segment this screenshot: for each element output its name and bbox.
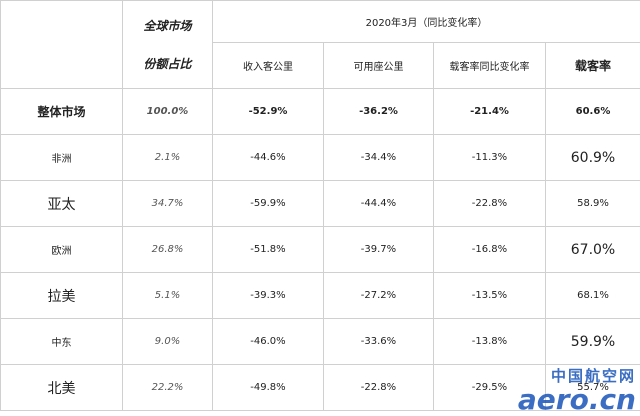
region-cell: 拉美 <box>0 272 123 319</box>
value-cell: -52.9% <box>212 88 324 135</box>
value-cell: -44.6% <box>212 134 324 181</box>
watermark-text: 中国航空网 <box>550 367 636 385</box>
column-header: 载客率 <box>545 42 640 89</box>
value-cell: -39.7% <box>323 226 434 273</box>
column-header: 可用座公里 <box>323 42 434 89</box>
value-cell: 59.9% <box>545 318 640 365</box>
value-cell: -33.6% <box>323 318 434 365</box>
value-cell: -22.8% <box>323 364 434 411</box>
value-cell: 58.9% <box>545 180 640 227</box>
value-cell: -22.8% <box>433 180 546 227</box>
region-cell: 非洲 <box>0 134 123 181</box>
table-row: 欧洲 26.8% -51.8% -39.7% -16.8% 67.0% <box>0 226 640 273</box>
value-cell: -51.8% <box>212 226 324 273</box>
value-cell: -36.2% <box>323 88 434 135</box>
region-cell: 欧洲 <box>0 226 123 273</box>
watermark-logo: aero.cn <box>517 383 636 416</box>
value-cell: 67.0% <box>545 226 640 273</box>
table-row: 中东 9.0% -46.0% -33.6% -13.8% 59.9% <box>0 318 640 365</box>
value-cell: -13.8% <box>433 318 546 365</box>
region-cell: 整体市场 <box>0 88 123 135</box>
value-cell: -44.4% <box>323 180 434 227</box>
table-row: 北美 22.2% -49.8% -22.8% -29.5% 55.7% <box>0 364 640 411</box>
value-cell: 22.2% <box>122 364 213 411</box>
value-cell: 34.7% <box>122 180 213 227</box>
value-cell: 68.1% <box>545 272 640 319</box>
value-cell: 60.6% <box>545 88 640 135</box>
value-cell: -49.8% <box>212 364 324 411</box>
value-cell: 26.8% <box>122 226 213 273</box>
value-cell: -29.5% <box>433 364 546 411</box>
value-cell: -11.3% <box>433 134 546 181</box>
value-cell: 9.0% <box>122 318 213 365</box>
value-cell: 2.1% <box>122 134 213 181</box>
value-cell: 5.1% <box>122 272 213 319</box>
value-cell: 100.0% <box>122 88 213 135</box>
corner-cell <box>0 0 123 89</box>
region-cell: 北美 <box>0 364 123 411</box>
watermark: 中国航空网 aero.cn <box>518 365 636 414</box>
share-header-line: 全球市场 <box>143 18 192 33</box>
region-cell: 亚太 <box>0 180 123 227</box>
value-cell: 60.9% <box>545 134 640 181</box>
column-header: 收入客公里 <box>212 42 324 89</box>
column-header: 载客率同比变化率 <box>433 42 546 89</box>
table-row: 亚太 34.7% -59.9% -44.4% -22.8% 58.9% <box>0 180 640 227</box>
share-header: 全球市场 份额占比 <box>122 0 213 89</box>
share-header-line: 份额占比 <box>143 56 192 71</box>
table-row: 拉美 5.1% -39.3% -27.2% -13.5% 68.1% <box>0 272 640 319</box>
region-cell: 中东 <box>0 318 123 365</box>
value-cell: -27.2% <box>323 272 434 319</box>
value-cell: 55.7% <box>545 364 640 411</box>
value-cell: -39.3% <box>212 272 324 319</box>
value-cell: -46.0% <box>212 318 324 365</box>
value-cell: -16.8% <box>433 226 546 273</box>
group-header: 2020年3月（同比变化率） <box>212 0 640 43</box>
table-row: 整体市场 100.0% -52.9% -36.2% -21.4% 60.6% <box>0 88 640 135</box>
table-row: 非洲 2.1% -44.6% -34.4% -11.3% 60.9% <box>0 134 640 181</box>
value-cell: -34.4% <box>323 134 434 181</box>
value-cell: -59.9% <box>212 180 324 227</box>
value-cell: -21.4% <box>433 88 546 135</box>
value-cell: -13.5% <box>433 272 546 319</box>
